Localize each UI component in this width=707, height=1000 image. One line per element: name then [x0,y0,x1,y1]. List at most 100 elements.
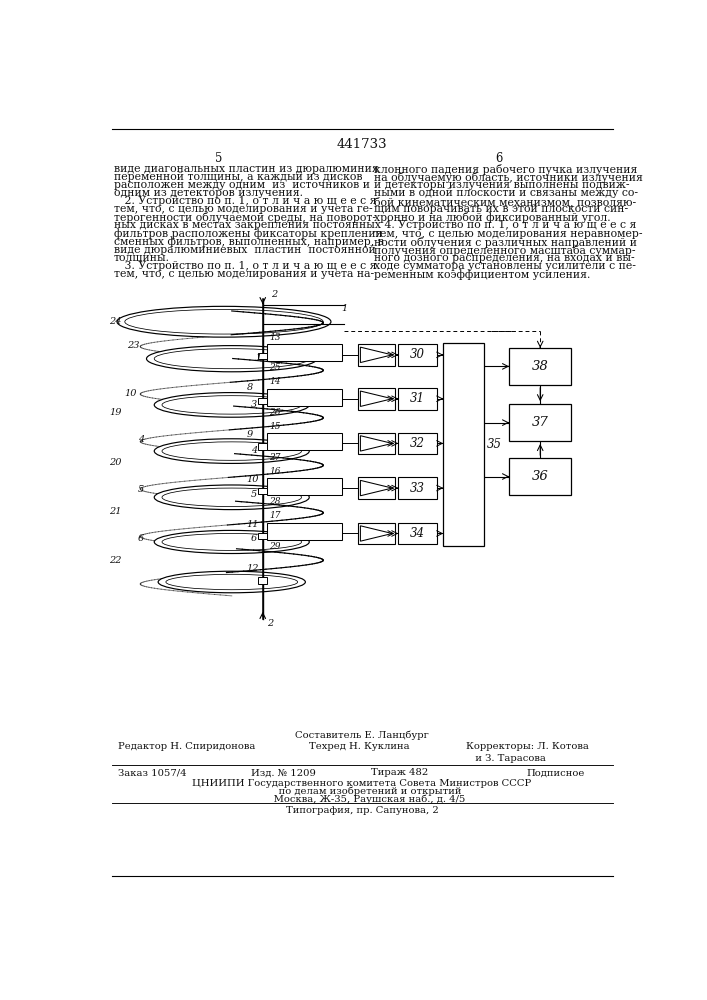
Text: на облучаемую область, источники излучения: на облучаемую область, источники излучен… [373,172,643,183]
Text: 24: 24 [110,317,122,326]
Text: 10: 10 [247,475,259,484]
Ellipse shape [154,485,309,510]
Text: Подписное: Подписное [526,768,585,777]
Text: 5: 5 [138,485,144,494]
Bar [398,344,437,366]
Text: 11: 11 [247,520,259,529]
Bar [258,488,267,494]
Bar [358,433,395,454]
Text: 26: 26 [269,408,281,417]
Polygon shape [361,391,392,406]
Text: 1: 1 [255,353,262,362]
Text: переменной толщины, а каждый из дисков: переменной толщины, а каждый из дисков [114,172,363,182]
Text: Редактор Н. Спиридонова: Редактор Н. Спиридонова [118,742,255,751]
Polygon shape [361,436,392,451]
Bar [267,523,341,540]
Text: 20: 20 [110,458,122,467]
Text: ЦНИИПИ Государственного комитета Совета Министров СССР: ЦНИИПИ Государственного комитета Совета … [192,779,532,788]
Bar [398,388,437,410]
Text: 27: 27 [269,453,281,462]
Text: хронно и на любой фиксированный угол.: хронно и на любой фиксированный угол. [373,212,610,223]
Ellipse shape [154,393,309,417]
Text: 35: 35 [486,438,502,451]
Bar [443,343,484,546]
Bar [509,404,571,441]
Text: Тираж 482: Тираж 482 [371,768,428,777]
Polygon shape [361,347,392,363]
Text: бой кинематическим механизмом, позволяю-: бой кинематическим механизмом, позволяю- [373,196,636,207]
Text: Изд. № 1209: Изд. № 1209 [251,768,316,777]
Text: 2: 2 [271,290,278,299]
Text: 17: 17 [269,511,281,520]
Text: 2. Устройство по п. 1, о т л и ч а ю щ е е с я: 2. Устройство по п. 1, о т л и ч а ю щ е… [114,196,376,206]
Text: 5: 5 [251,490,257,499]
Text: 2: 2 [267,619,273,628]
Text: 8: 8 [247,383,252,392]
Bar [358,523,395,544]
Text: 10: 10 [124,389,137,398]
Text: Составитель Е. Ланцбург: Составитель Е. Ланцбург [295,731,429,740]
Text: 13: 13 [269,333,281,342]
Ellipse shape [146,346,317,372]
Ellipse shape [117,306,331,337]
Text: тем, что, с целью моделирования неравномер-: тем, что, с целью моделирования неравном… [373,229,642,239]
Text: 6: 6 [251,534,257,543]
Text: 22: 22 [110,556,122,565]
Bar [358,388,395,410]
Text: и З. Тарасова: и З. Тарасова [466,754,546,763]
Text: ности облучения с различных направлений и: ности облучения с различных направлений … [373,237,636,248]
Text: 29: 29 [269,542,281,551]
Text: Техред Н. Куклина: Техред Н. Куклина [309,742,410,751]
Text: 4: 4 [251,446,257,455]
Text: 3. Устройство по п. 1, о т л и ч а ю щ е е с я: 3. Устройство по п. 1, о т л и ч а ю щ е… [114,261,376,271]
Text: виде дюралюминиевых  пластин  постоянной: виде дюралюминиевых пластин постоянной [114,245,375,255]
Text: 441733: 441733 [337,138,387,151]
Bar [258,533,267,539]
Bar [509,348,571,385]
Text: 6: 6 [496,152,503,165]
Bar [358,477,395,499]
Text: 32: 32 [410,437,425,450]
Text: 15: 15 [269,422,281,431]
Text: ных дисках в местах закрепления постоянных: ных дисках в местах закрепления постоянн… [114,220,381,230]
Text: 36: 36 [532,470,549,483]
Text: получения определенного масштаба суммар-: получения определенного масштаба суммар- [373,245,635,256]
Text: фильтров расположены фиксаторы крепления: фильтров расположены фиксаторы крепления [114,229,382,239]
Bar [258,443,267,450]
Text: виде диагональных пластин из дюралюминия: виде диагональных пластин из дюралюминия [114,164,379,174]
Bar [267,344,341,361]
Bar [358,344,395,366]
Text: 14: 14 [269,377,281,386]
Text: одним из детекторов излучения.: одним из детекторов излучения. [114,188,303,198]
Text: сменных фильтров, выполненных, например, в: сменных фильтров, выполненных, например,… [114,237,384,247]
Text: 38: 38 [532,360,549,373]
Text: 33: 33 [410,482,425,495]
Text: ными в одной плоскости и связаны между со-: ными в одной плоскости и связаны между с… [373,188,638,198]
Text: щим поворачивать их в этой плоскости син-: щим поворачивать их в этой плоскости син… [373,204,628,214]
Text: 1: 1 [341,304,347,313]
Text: 23: 23 [127,341,139,350]
Ellipse shape [154,530,309,554]
Text: ходе сумматора установлены усилители с пе-: ходе сумматора установлены усилители с п… [373,261,636,271]
Text: 37: 37 [532,416,549,429]
Text: 31: 31 [410,392,425,405]
Text: 4: 4 [138,435,144,444]
Text: и детекторы излучения выполнены подвиж-: и детекторы излучения выполнены подвиж- [373,180,629,190]
Bar [398,433,437,454]
Bar [398,523,437,544]
Ellipse shape [158,571,305,593]
Text: толщины.: толщины. [114,253,170,263]
Text: 5: 5 [215,152,222,165]
Text: Корректоры: Л. Котова: Корректоры: Л. Котова [466,742,589,751]
Polygon shape [361,526,392,541]
Text: Москва, Ж-35, Раушская наб., д. 4/5: Москва, Ж-35, Раушская наб., д. 4/5 [258,795,466,804]
Bar [267,478,341,495]
Text: терогенности облучаемой среды, на поворот-: терогенности облучаемой среды, на поворо… [114,212,376,223]
Text: 9: 9 [247,430,252,439]
Bar [258,577,267,584]
Text: 4. Устройство по п. 1, о т л и ч а ю щ е е с я: 4. Устройство по п. 1, о т л и ч а ю щ е… [373,220,636,230]
Text: клонного падения рабочего пучка излучения: клонного падения рабочего пучка излучени… [373,164,637,175]
Text: 25: 25 [269,363,281,372]
Bar [267,433,341,450]
Text: 3: 3 [251,400,257,409]
